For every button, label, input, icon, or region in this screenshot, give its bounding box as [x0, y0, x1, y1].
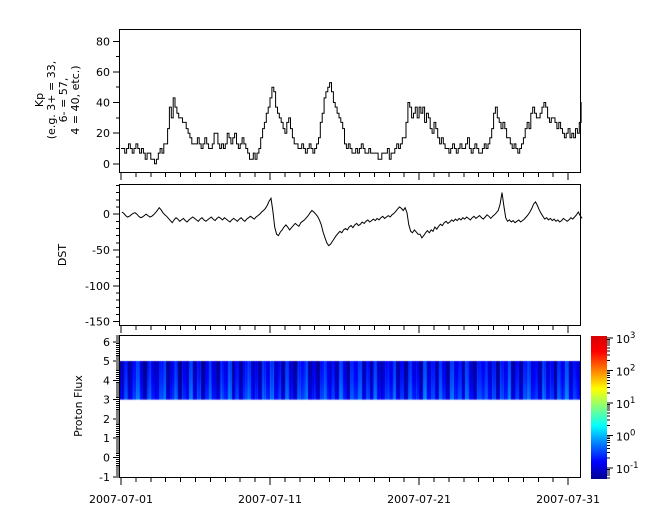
colorbar-tick-label: 102 — [616, 364, 635, 379]
kp-axis-title: Kp (e.g. 3+ = 33, 6- = 57, 4 = 40, etc.) — [33, 28, 82, 172]
colorbar-tick-label: 101 — [616, 396, 635, 411]
colorbar-tick-label: 103 — [616, 331, 635, 346]
kp-y-tick-label: 20 — [96, 127, 110, 140]
dst-y-tick-label: -50 — [92, 244, 110, 257]
proton_flux-y-tick-label: 4 — [103, 374, 110, 387]
dst-panel — [119, 184, 581, 326]
x-tick-label: 2007-07-31 — [536, 493, 600, 506]
dst-axis-title: DST — [56, 243, 69, 267]
proton_flux-y-tick-label: 1 — [103, 432, 110, 445]
dst-y-tick-label: -150 — [85, 316, 110, 329]
kp-y-tick-label: 0 — [103, 158, 110, 171]
kp-panel — [119, 29, 581, 173]
dst-y-tick-label: -100 — [85, 280, 110, 293]
proton-flux-spectrogram — [120, 336, 580, 477]
colorbar-tick-label: 10-1 — [616, 461, 638, 476]
colorbar-gradient — [591, 336, 607, 479]
x-tick-label: 2007-07-01 — [89, 493, 153, 506]
proton_flux-y-tick-label: -1 — [99, 471, 110, 484]
proton_flux-y-tick-label: 5 — [103, 355, 110, 368]
x-tick-label: 2007-07-21 — [387, 493, 451, 506]
kp-y-tick-label: 80 — [96, 35, 110, 48]
proton_flux-y-tick-label: 2 — [103, 413, 110, 426]
proton_flux-y-tick-label: 3 — [103, 394, 110, 407]
proton_flux-y-tick-label: 0 — [103, 452, 110, 465]
proton_flux-y-tick-label: 6 — [103, 336, 110, 349]
dst-y-tick-label: 0 — [103, 208, 110, 221]
proton-flux-panel — [119, 335, 581, 478]
colorbar-tick-label: 100 — [616, 429, 635, 444]
kp-y-tick-label: 60 — [96, 66, 110, 79]
x-tick-label: 2007-07-11 — [238, 493, 302, 506]
proton-flux-axis-title: Proton Flux — [72, 375, 85, 437]
kp-y-tick-label: 40 — [96, 97, 110, 110]
kp-axis-title-line4: 4 = 40, etc.) — [69, 65, 82, 135]
